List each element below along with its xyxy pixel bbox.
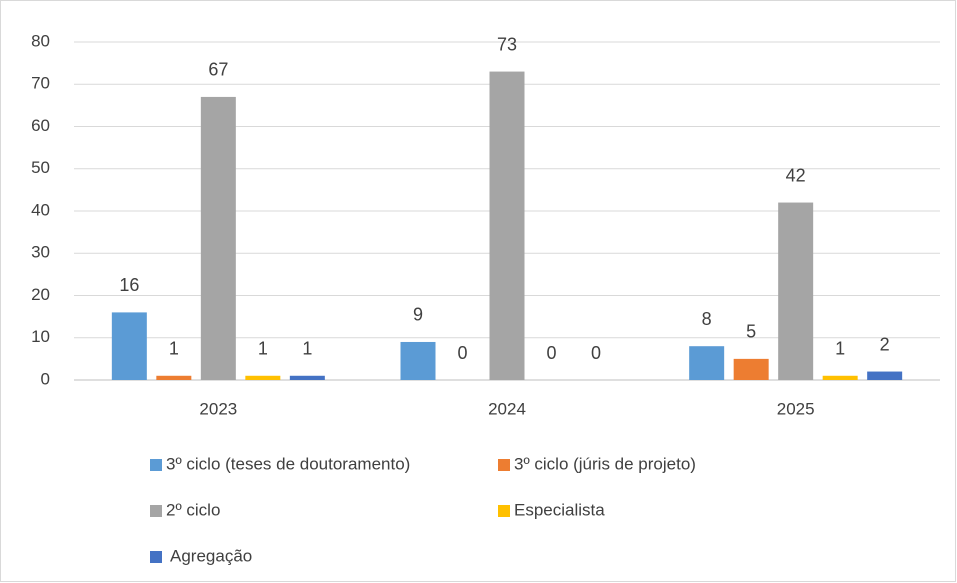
bar [200,96,236,381]
y-tick-label: 20 [31,285,50,304]
legend-swatch [150,459,162,471]
y-tick-label: 30 [31,243,50,262]
bar [400,341,436,380]
data-label: 67 [208,60,228,80]
data-label: 42 [786,165,806,185]
y-tick-label: 50 [31,158,50,177]
bar [778,202,814,380]
legend-swatch [498,459,510,471]
bar [733,358,769,380]
data-label: 16 [119,275,139,295]
data-label: 9 [413,305,423,325]
x-tick-label: 2025 [777,399,815,418]
data-label: 5 [746,322,756,342]
legend-label: 3º ciclo (júris de projeto) [514,454,696,473]
data-label: 2 [880,334,890,354]
y-tick-label: 40 [31,200,50,219]
data-label: 8 [702,309,712,329]
legend-label: Especialista [514,500,605,519]
legend-swatch [150,551,162,563]
legend-label: 3º ciclo (teses de doutoramento) [166,454,410,473]
y-tick-label: 60 [31,116,50,135]
legend-label: Agregação [170,546,252,565]
bar [111,312,147,380]
legend-swatch [150,505,162,517]
data-label: 1 [835,339,845,359]
bar [156,375,192,380]
bar [489,71,525,380]
y-tick-label: 70 [31,74,50,93]
x-tick-label: 2024 [488,399,526,418]
data-label: 73 [497,34,517,54]
data-label: 0 [591,343,601,363]
data-label: 1 [258,339,268,359]
bar [289,375,325,380]
bar [689,346,725,380]
y-tick-label: 10 [31,327,50,346]
data-label: 0 [546,343,556,363]
bar [245,375,281,380]
bar [822,375,858,380]
data-label: 1 [169,339,179,359]
y-tick-label: 0 [41,369,50,388]
legend-swatch [498,505,510,517]
data-label: 0 [457,343,467,363]
legend-label: 2º ciclo [166,500,220,519]
y-tick-label: 80 [31,31,50,50]
data-label: 1 [302,339,312,359]
bar [867,371,903,380]
x-tick-label: 2023 [199,399,237,418]
